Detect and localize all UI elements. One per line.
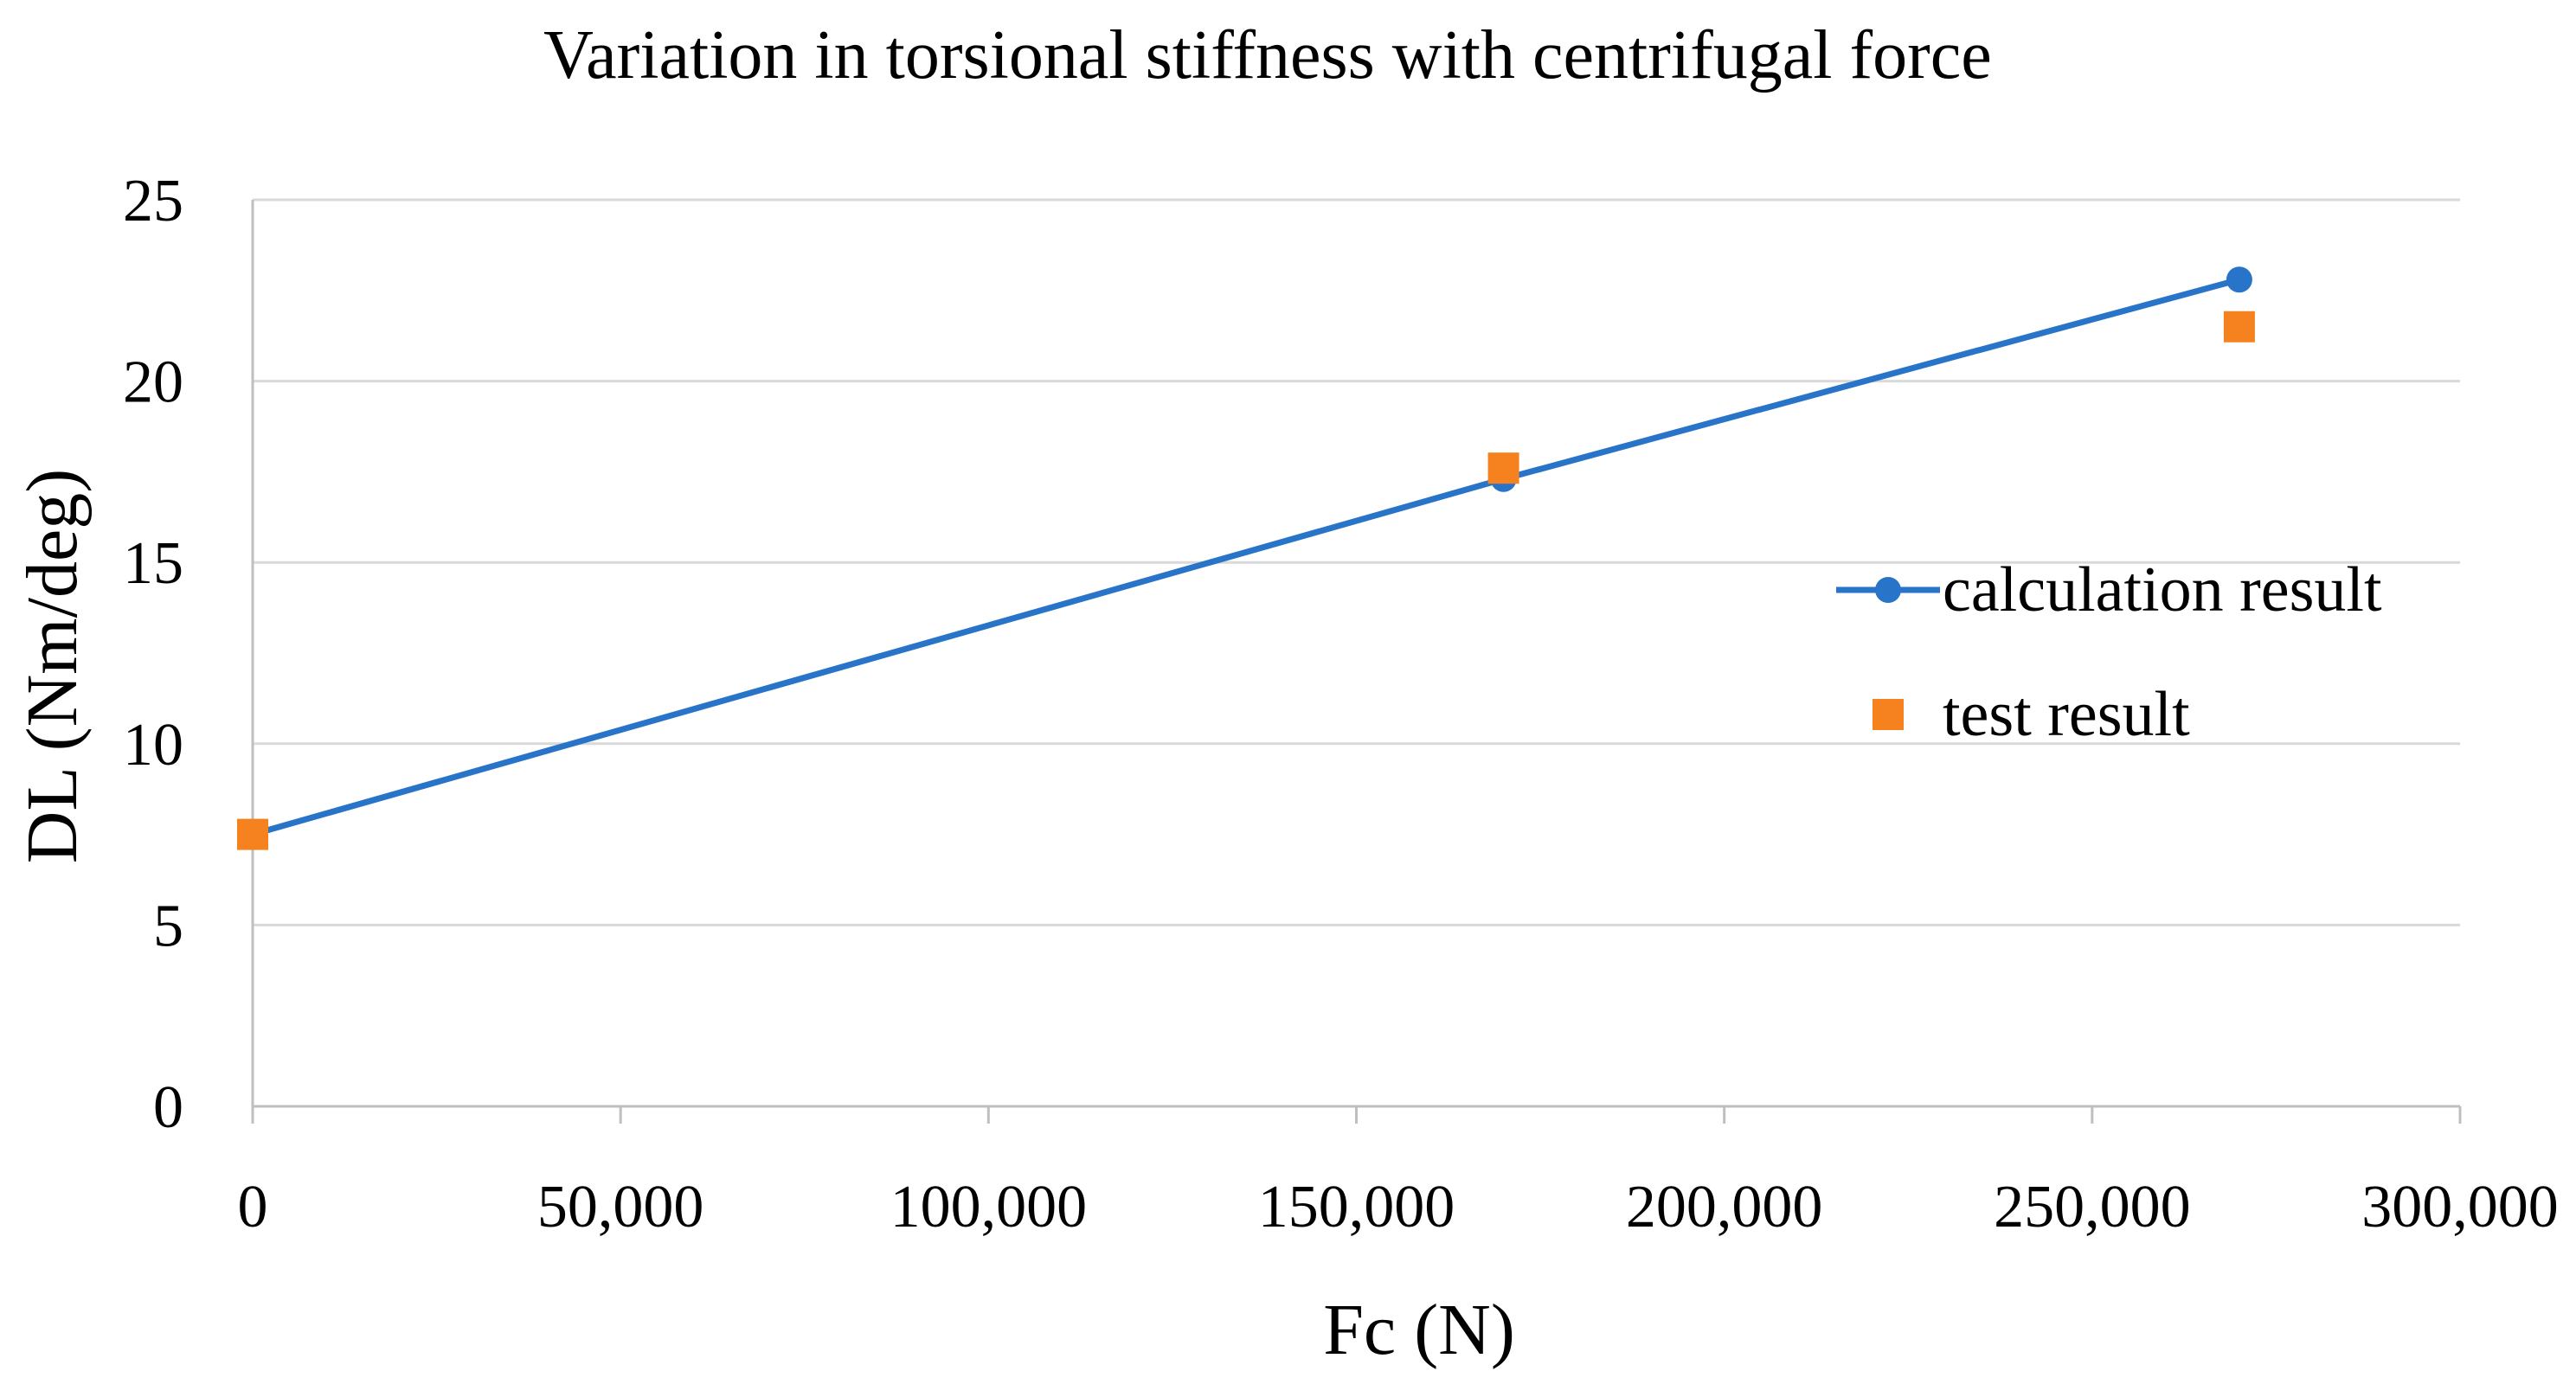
y-tick-label: 15 [123,530,183,597]
series-layer [237,266,2255,850]
y-tick-label: 0 [153,1074,183,1141]
x-tick-label: 200,000 [1626,1174,1823,1240]
y-tick-label: 5 [153,893,183,959]
test-point-0 [237,818,268,850]
tick-label-layer: 0 5 10 15 20 25 0 50,000 100,000 150,000 200,000 25… [123,168,2559,1240]
y-tick-label: 25 [123,168,183,234]
legend: calculation result test result [1836,554,2382,750]
x-tick-label: 0 [238,1174,268,1240]
grid-layer [253,198,2460,926]
y-tick-label: 10 [123,712,183,778]
chart-title: Variation in torsional stiffness with ce… [543,17,1992,93]
axis-layer [251,200,2462,1124]
x-tick-label: 250,000 [1994,1174,2191,1240]
legend-label: test result [1943,679,2190,750]
x-tick-label: 50,000 [537,1174,704,1240]
legend-square-swatch [1873,699,1904,730]
y-tick-label: 20 [123,349,183,416]
series-line-calculation-result [252,276,2240,837]
calculation-point-2 [2226,266,2252,293]
legend-circle-swatch [1875,577,1901,603]
y-axis-title: DL (Nm/deg) [12,469,93,863]
x-axis-title: Fc (N) [1323,1290,1515,1370]
x-tick-label: 100,000 [890,1174,1088,1240]
test-point-2 [2223,311,2255,343]
x-tick-label: 150,000 [1258,1174,1455,1240]
legend-label: calculation result [1943,554,2382,625]
test-point-1 [1487,452,1519,484]
x-tick-label: 300,000 [2361,1174,2559,1240]
